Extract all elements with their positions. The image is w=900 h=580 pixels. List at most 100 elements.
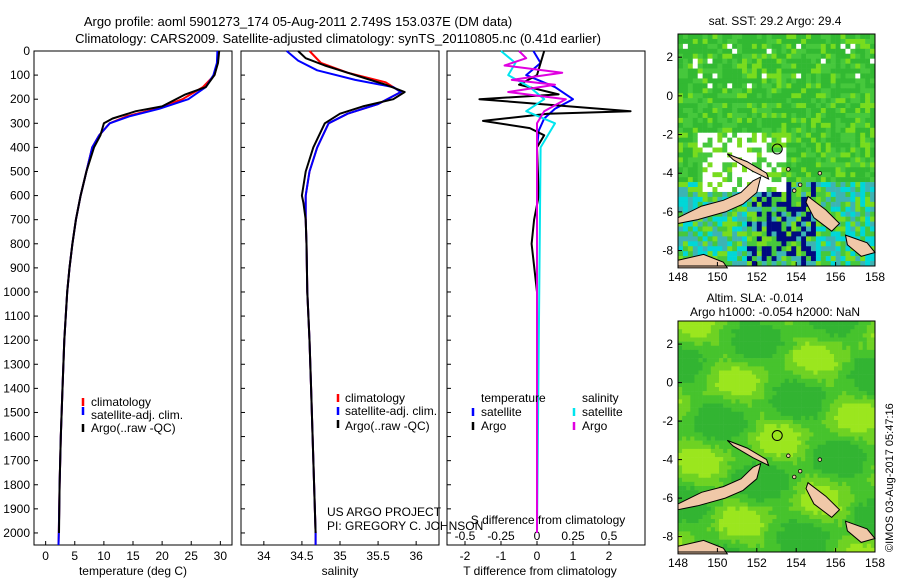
map-cell xyxy=(858,498,863,503)
map-cell xyxy=(678,221,684,227)
map-cell xyxy=(801,403,806,408)
map-cell xyxy=(860,103,866,109)
map-cell xyxy=(768,453,773,458)
map-cell xyxy=(825,182,831,188)
map-cell xyxy=(727,424,732,429)
map-cell xyxy=(776,108,782,114)
map-cell xyxy=(813,457,818,462)
map-cell xyxy=(825,407,831,413)
map-cell xyxy=(719,349,724,355)
map-cell xyxy=(768,469,773,474)
map-cell xyxy=(690,486,695,491)
map-cell xyxy=(815,88,822,94)
map-cell xyxy=(682,539,687,545)
map-cell xyxy=(784,440,790,446)
map-cell xyxy=(821,481,827,487)
map-cell xyxy=(797,506,802,512)
map-cell xyxy=(786,196,792,203)
map-cell xyxy=(751,514,757,520)
map-cell xyxy=(838,440,843,446)
map-cell xyxy=(806,216,812,222)
map-cell xyxy=(870,187,876,193)
map-cell xyxy=(854,415,859,421)
map-cell xyxy=(781,201,787,208)
map-cell xyxy=(678,432,683,437)
map-cell xyxy=(788,432,794,437)
map-cell xyxy=(796,122,802,129)
map-cell xyxy=(702,424,708,429)
y-tick-label: 2000 xyxy=(3,526,30,540)
map-cell xyxy=(840,206,846,213)
map-cell xyxy=(702,142,708,148)
map-cell xyxy=(809,444,814,450)
map-cell xyxy=(780,407,785,413)
map-cell xyxy=(764,420,769,425)
map-cell xyxy=(686,539,691,545)
map-cell xyxy=(714,329,720,334)
map-cell xyxy=(860,167,866,173)
map-cell xyxy=(813,415,818,421)
map-cell xyxy=(714,457,720,462)
map-cell xyxy=(706,486,712,491)
map-cell xyxy=(702,461,708,466)
map-cell xyxy=(855,221,861,227)
map-cell xyxy=(682,349,687,355)
map-cell xyxy=(870,88,876,94)
map-cell xyxy=(797,354,802,359)
map-cell xyxy=(727,132,733,138)
map-cell xyxy=(723,395,728,400)
map-cell xyxy=(815,98,822,104)
map-cell xyxy=(821,531,827,536)
map-cell xyxy=(815,231,822,237)
map-cell xyxy=(694,415,699,421)
map-cell xyxy=(722,226,728,232)
map-cell xyxy=(682,382,687,388)
map-cell xyxy=(702,112,708,119)
land-mass xyxy=(677,462,762,511)
map-cell xyxy=(707,241,713,247)
map-cell xyxy=(850,187,856,193)
map-cell xyxy=(768,378,773,384)
map-cell xyxy=(810,261,817,267)
map-cell xyxy=(760,395,765,400)
map-cell xyxy=(772,378,777,384)
map-cell xyxy=(810,58,817,64)
map-cell xyxy=(805,527,810,532)
map-cell xyxy=(796,132,802,138)
map-cell xyxy=(756,162,763,168)
map-cell xyxy=(858,481,863,487)
map-cell xyxy=(743,420,749,425)
map-cell xyxy=(692,112,698,119)
map-cell xyxy=(870,226,876,232)
map-cell xyxy=(865,63,871,69)
map-cell xyxy=(813,345,818,351)
map-cell xyxy=(850,177,856,183)
map-cell xyxy=(743,424,749,429)
map-cell xyxy=(776,112,782,119)
map-cell xyxy=(776,63,782,69)
map-cell xyxy=(751,395,757,400)
map-cell xyxy=(829,494,835,499)
map-cell xyxy=(678,182,684,188)
map-cell xyxy=(817,473,822,479)
map-cell xyxy=(776,358,781,363)
map-cell xyxy=(830,122,836,129)
map-cell xyxy=(817,523,822,528)
map-cell xyxy=(697,226,703,232)
map-cell xyxy=(788,391,794,396)
map-cell xyxy=(810,246,817,252)
map-cell xyxy=(780,325,785,330)
map-cell xyxy=(760,494,765,499)
map-cell xyxy=(788,325,794,330)
map-cell xyxy=(829,333,835,338)
map-cell xyxy=(776,399,781,404)
map-cell xyxy=(820,187,827,193)
map-cell xyxy=(686,444,691,450)
map-cell xyxy=(784,448,790,454)
map-cell xyxy=(682,428,687,433)
map-cell xyxy=(712,182,718,188)
map-cell xyxy=(850,172,856,178)
map-cell xyxy=(768,543,773,549)
map-cell xyxy=(776,362,781,367)
map-cell xyxy=(825,132,831,138)
